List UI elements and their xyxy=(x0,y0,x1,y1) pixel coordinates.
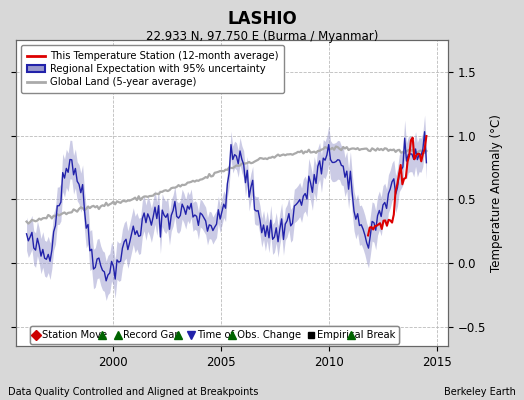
Text: 22.933 N, 97.750 E (Burma / Myanmar): 22.933 N, 97.750 E (Burma / Myanmar) xyxy=(146,30,378,43)
Text: Data Quality Controlled and Aligned at Breakpoints: Data Quality Controlled and Aligned at B… xyxy=(8,387,258,397)
Y-axis label: Temperature Anomaly (°C): Temperature Anomaly (°C) xyxy=(490,114,503,272)
Text: Berkeley Earth: Berkeley Earth xyxy=(444,387,516,397)
Text: LASHIO: LASHIO xyxy=(227,10,297,28)
Legend: Station Move, Record Gap, Time of Obs. Change, Empirical Break: Station Move, Record Gap, Time of Obs. C… xyxy=(30,326,399,344)
